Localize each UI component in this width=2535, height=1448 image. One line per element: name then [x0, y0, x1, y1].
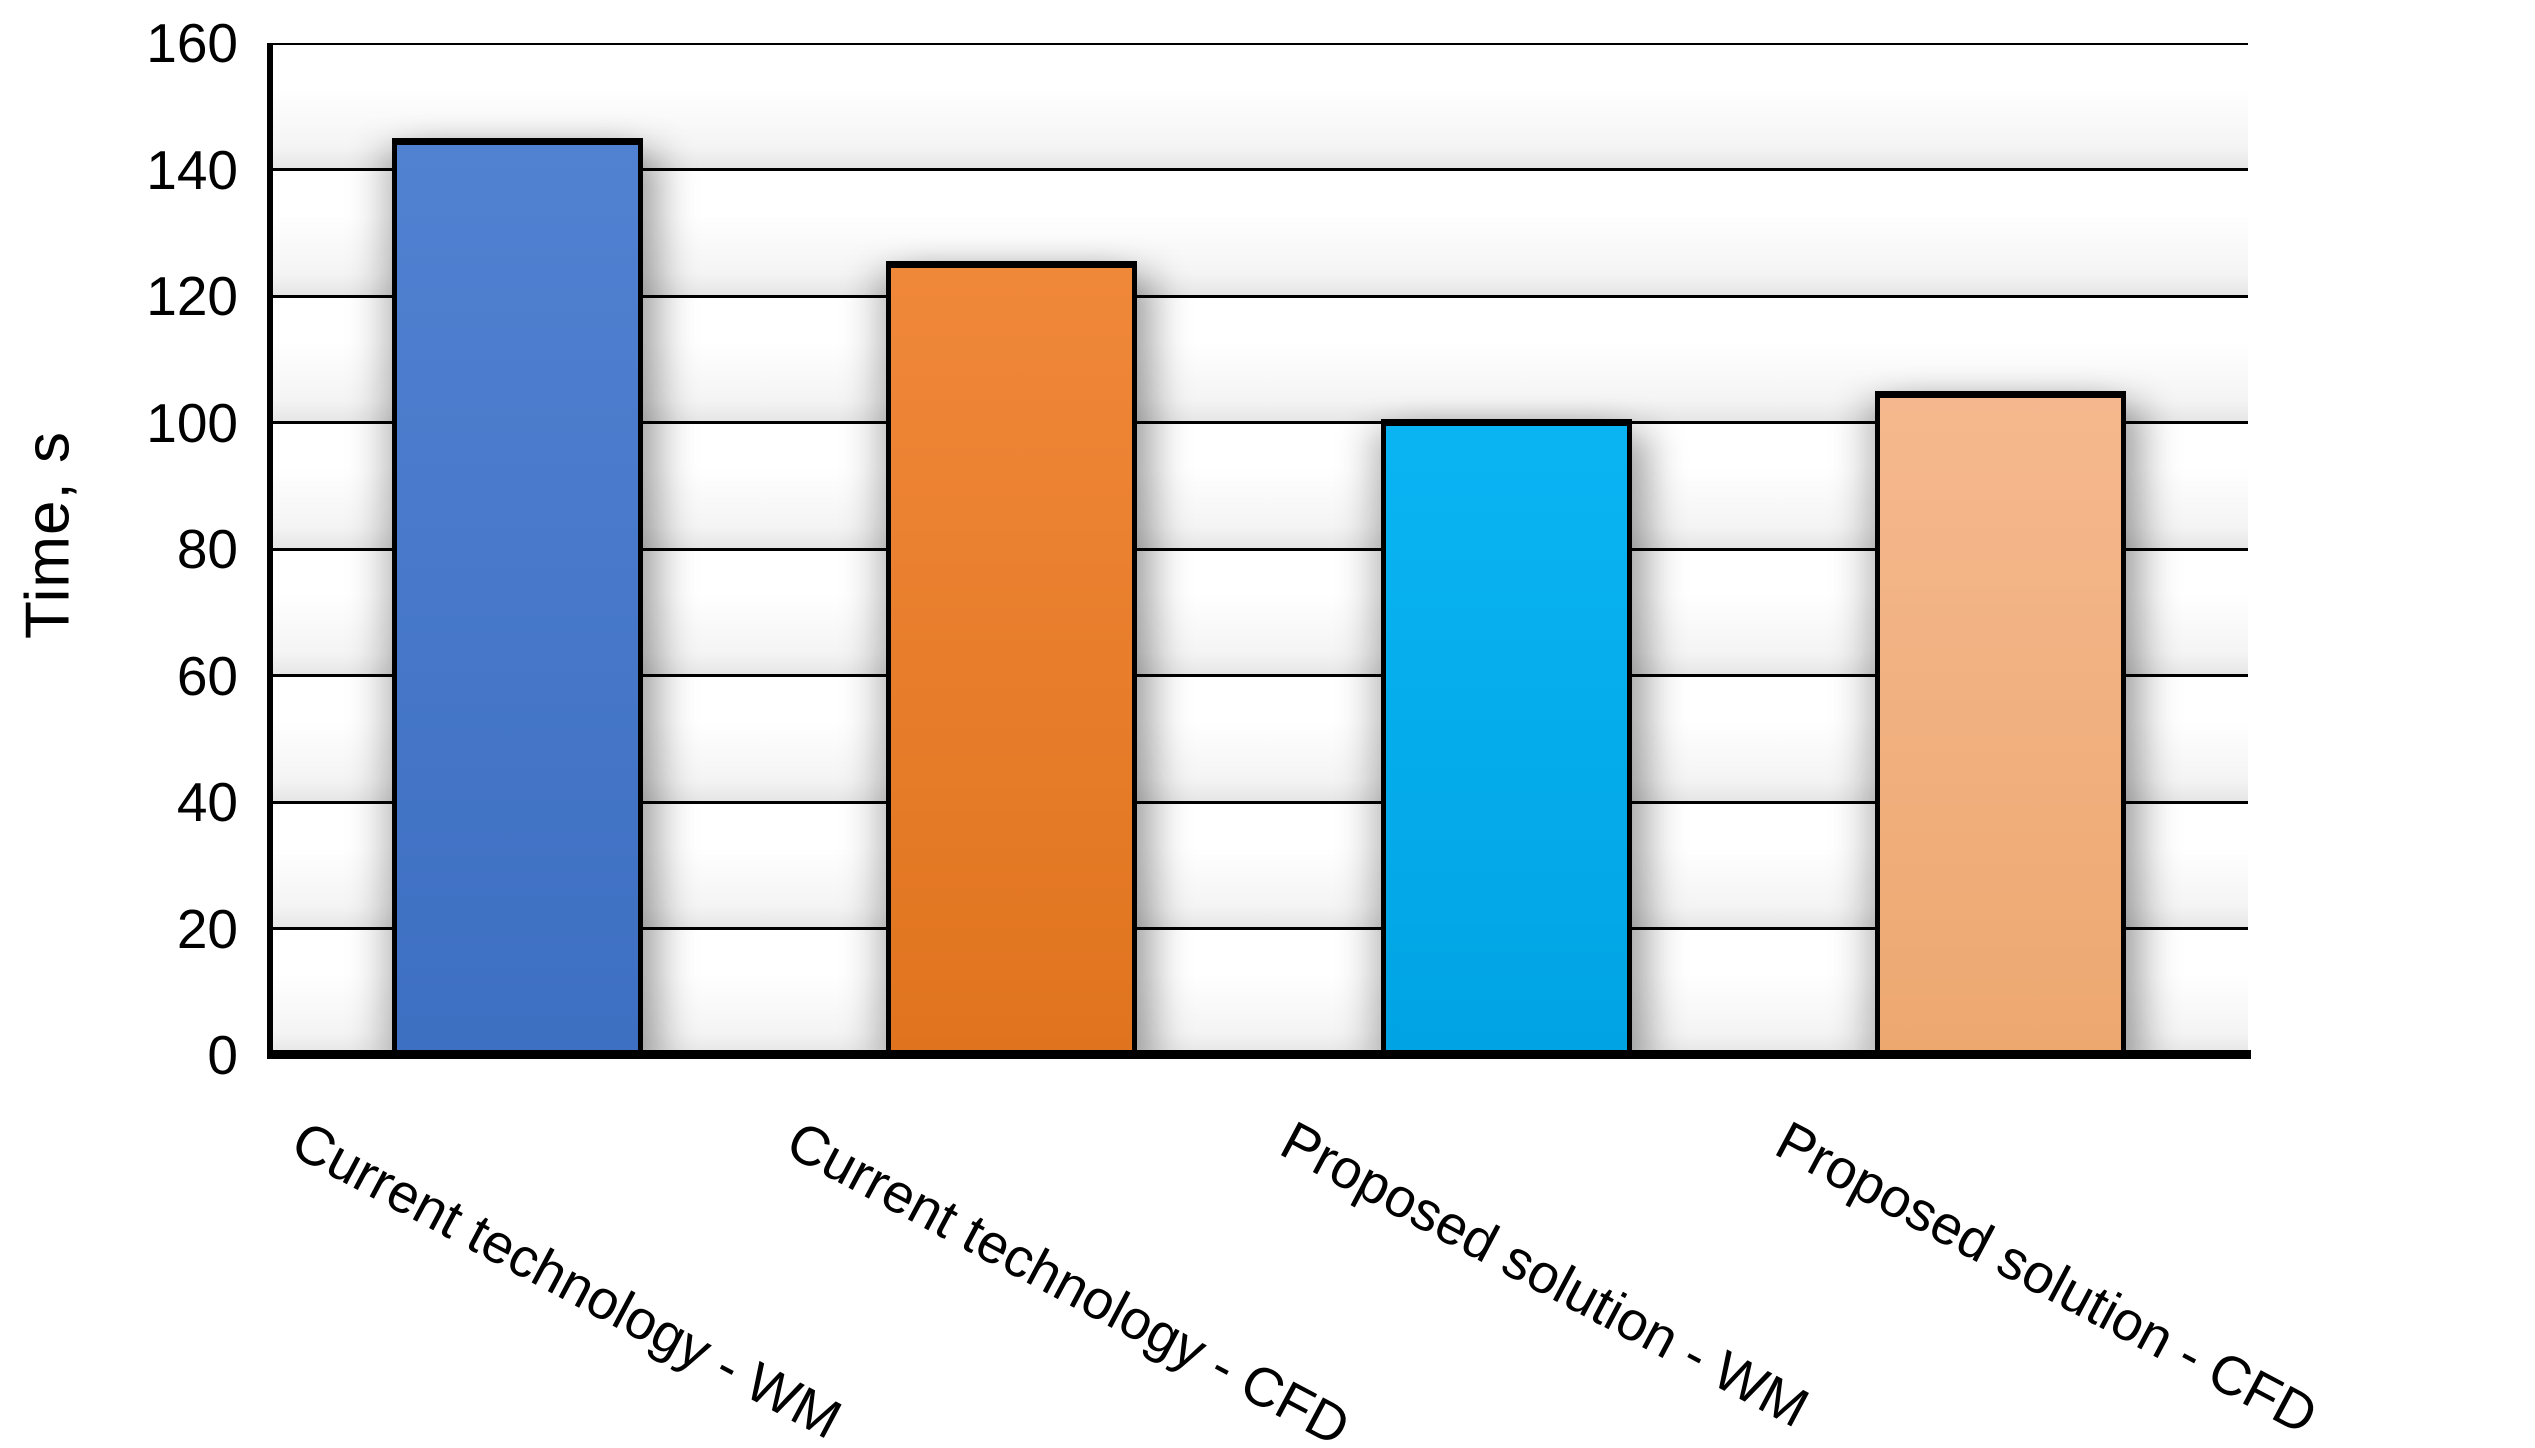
y-tick-label-140: 140	[146, 138, 238, 201]
gridline-120	[270, 294, 2248, 298]
y-tick-label-60: 60	[176, 644, 238, 707]
y-tick-label-40: 40	[176, 771, 238, 833]
y-axis-line	[267, 43, 273, 1055]
bar-proposed-solution-cfd	[1875, 390, 2127, 1055]
bar-current-technology-cfd	[886, 261, 1138, 1055]
x-axis-label-current-technology-wm: Current technology - WM	[282, 1108, 852, 1448]
plot-area	[270, 43, 2248, 1055]
y-tick-label-160: 160	[146, 12, 238, 74]
y-tick-label-80: 80	[176, 518, 238, 580]
gridline-20	[270, 927, 2248, 930]
y-tick-label-20: 20	[176, 897, 238, 960]
gridline-80	[270, 547, 2248, 551]
y-tick-label-100: 100	[146, 391, 238, 454]
x-axis-label-proposed-solution-cfd: Proposed solution - CFD	[1766, 1108, 2328, 1447]
gridline-100	[270, 421, 2248, 424]
bar-proposed-solution-wm	[1380, 419, 1632, 1055]
bar-current-technology-wm	[391, 137, 643, 1055]
y-tick-label-0: 0	[207, 1024, 238, 1086]
x-axis-label-proposed-solution-wm: Proposed solution - WM	[1271, 1108, 1819, 1440]
gridline-60	[270, 674, 2248, 677]
x-axis-line	[267, 1050, 2251, 1059]
gridline-40	[270, 800, 2248, 804]
y-tick-label-120: 120	[146, 265, 238, 327]
gridline-160	[270, 43, 2248, 45]
gridline-140	[270, 168, 2248, 171]
